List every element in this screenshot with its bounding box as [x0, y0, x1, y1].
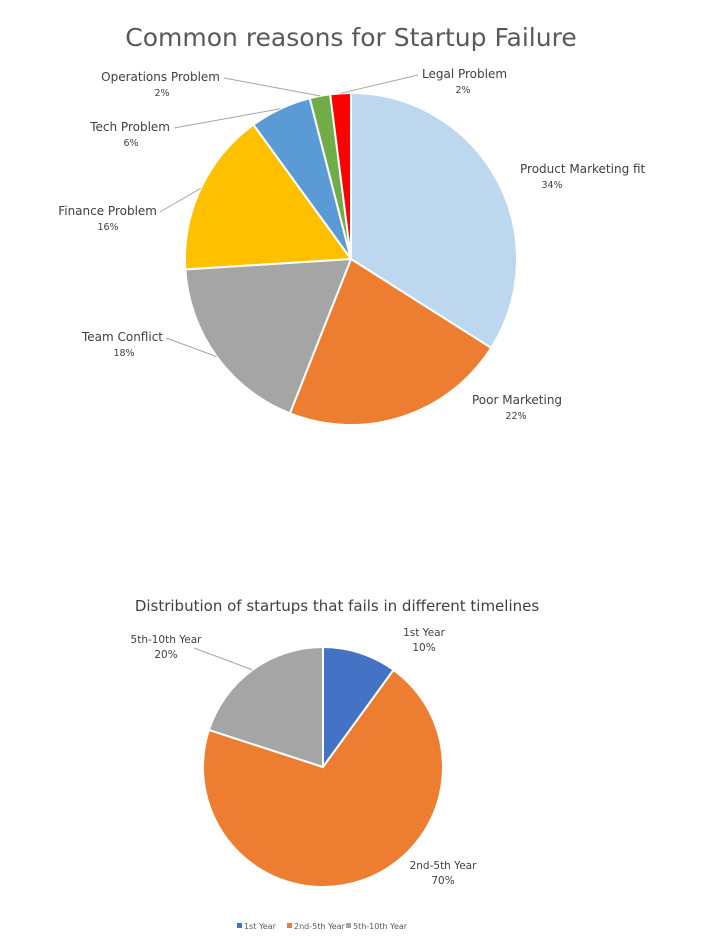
- pct-2nd-5th-year: 70%: [431, 875, 454, 887]
- chart1-leader-lines: [159, 74, 419, 358]
- label-poor-marketing: Poor Marketing: [472, 393, 562, 407]
- pie-slice-poor-marketing: [288, 257, 493, 426]
- legend-swatch-1st-year: [237, 923, 242, 928]
- pct-5th-10th-year: 20%: [154, 649, 177, 661]
- chart-startup-failure-reasons: Common reasons for Startup Failure Produ…: [58, 23, 646, 426]
- legend-label-1st-year: 1st Year: [244, 922, 277, 931]
- label-operations-problem: Operations Problem: [101, 70, 220, 84]
- label-2nd-5th-year: 2nd-5th Year: [410, 860, 477, 872]
- label-legal-problem: Legal Problem: [422, 67, 507, 81]
- pie-slice-1st-year: [322, 645, 395, 771]
- pct-legal-problem: 2%: [455, 85, 470, 96]
- label-product-marketing-fit: Product Marketing fit: [520, 162, 646, 176]
- pct-finance-problem: 16%: [97, 222, 118, 233]
- chart2-title: Distribution of startups that fails in d…: [135, 597, 540, 615]
- chart2-legend: 1st Year 2nd-5th Year 5th-10th Year: [237, 922, 408, 931]
- label-finance-problem: Finance Problem: [58, 204, 157, 218]
- chart2-pie: [202, 645, 444, 888]
- chart1-title: Common reasons for Startup Failure: [125, 23, 576, 52]
- legend-swatch-5th-10th-year: [346, 923, 351, 928]
- leader-legal-problem: [340, 74, 419, 94]
- pie-slice-2nd-5th-year: [202, 668, 444, 888]
- pie-slice-legal-problem: [329, 91, 352, 260]
- legend-swatch-2nd-5th-year: [287, 923, 292, 928]
- leader-operations-problem: [223, 77, 320, 97]
- pct-operations-problem: 2%: [154, 88, 169, 99]
- pct-team-conflict: 18%: [113, 348, 134, 359]
- chart1-pie: [184, 91, 519, 426]
- chart-failure-timelines: Distribution of startups that fails in d…: [131, 597, 540, 931]
- chart2-leader-lines: [193, 647, 253, 671]
- leader-tech-problem: [173, 108, 281, 129]
- pie-slice-5th-10th-year: [207, 645, 324, 769]
- pct-1st-year: 10%: [412, 642, 435, 654]
- label-team-conflict: Team Conflict: [81, 330, 163, 344]
- label-5th-10th-year: 5th-10th Year: [131, 634, 203, 646]
- label-tech-problem: Tech Problem: [89, 120, 170, 134]
- leader-team-conflict: [165, 337, 217, 358]
- pct-product-marketing-fit: 34%: [541, 180, 562, 191]
- pct-tech-problem: 6%: [123, 138, 138, 149]
- leader-5th-10th-year: [193, 647, 253, 671]
- pct-poor-marketing: 22%: [505, 411, 526, 422]
- legend-label-5th-10th-year: 5th-10th Year: [353, 922, 408, 931]
- legend-label-2nd-5th-year: 2nd-5th Year: [294, 922, 346, 931]
- label-1st-year: 1st Year: [403, 627, 446, 639]
- leader-finance-problem: [159, 187, 202, 213]
